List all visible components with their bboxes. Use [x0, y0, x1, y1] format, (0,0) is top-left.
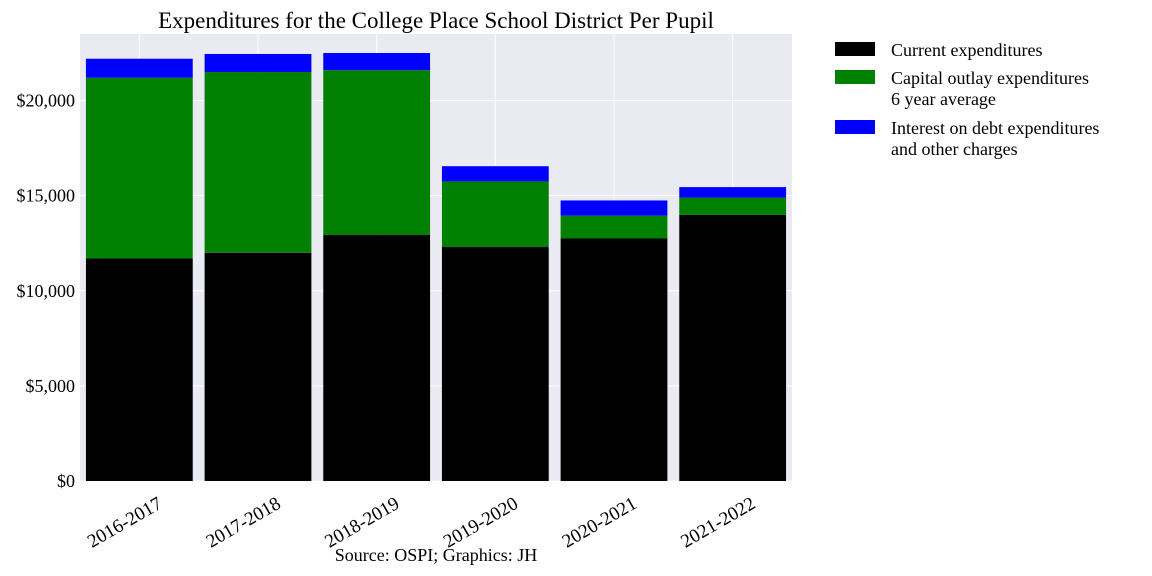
legend-swatch [835, 42, 875, 56]
bar-segment-2 [441, 166, 549, 182]
bar-segment-0 [323, 234, 431, 481]
bar-segment-1 [679, 197, 787, 215]
x-tick-label: 2017-2018 [203, 493, 285, 552]
legend-swatch [835, 120, 875, 134]
x-tick-label: 2020-2021 [559, 493, 641, 552]
x-axis-label: Source: OSPI; Graphics: JH [335, 545, 537, 565]
chart-title: Expenditures for the College Place Schoo… [158, 8, 714, 33]
bar-segment-2 [560, 200, 668, 216]
bars [85, 53, 787, 481]
legend-label: Current expenditures [891, 40, 1042, 60]
x-tick-labels: 2016-2017 2017-2018 2018-2019 2019-2020 2020… [84, 493, 759, 552]
bar-segment-0 [85, 258, 193, 481]
legend-swatch [835, 70, 875, 84]
bar-segment-0 [441, 247, 549, 481]
bar-segment-1 [560, 215, 668, 239]
x-tick-label: 2021-2022 [677, 493, 759, 552]
y-tick-label: $20,000 [17, 91, 76, 111]
y-tick-label: $15,000 [17, 186, 76, 206]
bar-segment-1 [204, 72, 312, 253]
x-tick-label: 2016-2017 [84, 493, 166, 552]
bar-segment-1 [85, 77, 193, 259]
y-tick-labels: $0 $5,000 $10,000 $15,000 $20,000 [17, 91, 76, 491]
legend: Current expenditures Capital outlay expen… [835, 40, 1099, 159]
bar-segment-1 [323, 70, 431, 235]
plot-background [80, 34, 792, 481]
legend-label: Interest on debt expenditures and other c… [891, 118, 1099, 159]
bar-segment-2 [679, 187, 787, 198]
bar-segment-1 [441, 181, 549, 248]
x-tick-label: 2018-2019 [321, 493, 403, 552]
bar-segment-0 [560, 238, 668, 481]
y-tick-label: $0 [57, 471, 75, 491]
y-tick-label: $5,000 [26, 376, 76, 396]
bar-segment-2 [323, 53, 431, 71]
legend-label: Capital outlay expenditures 6 year averag… [891, 68, 1089, 109]
bar-segment-0 [204, 252, 312, 481]
bar-segment-2 [85, 58, 193, 78]
x-tick-label: 2019-2020 [440, 493, 522, 552]
bar-segment-2 [204, 53, 312, 73]
y-tick-label: $10,000 [17, 281, 76, 301]
bar-segment-0 [679, 214, 787, 481]
